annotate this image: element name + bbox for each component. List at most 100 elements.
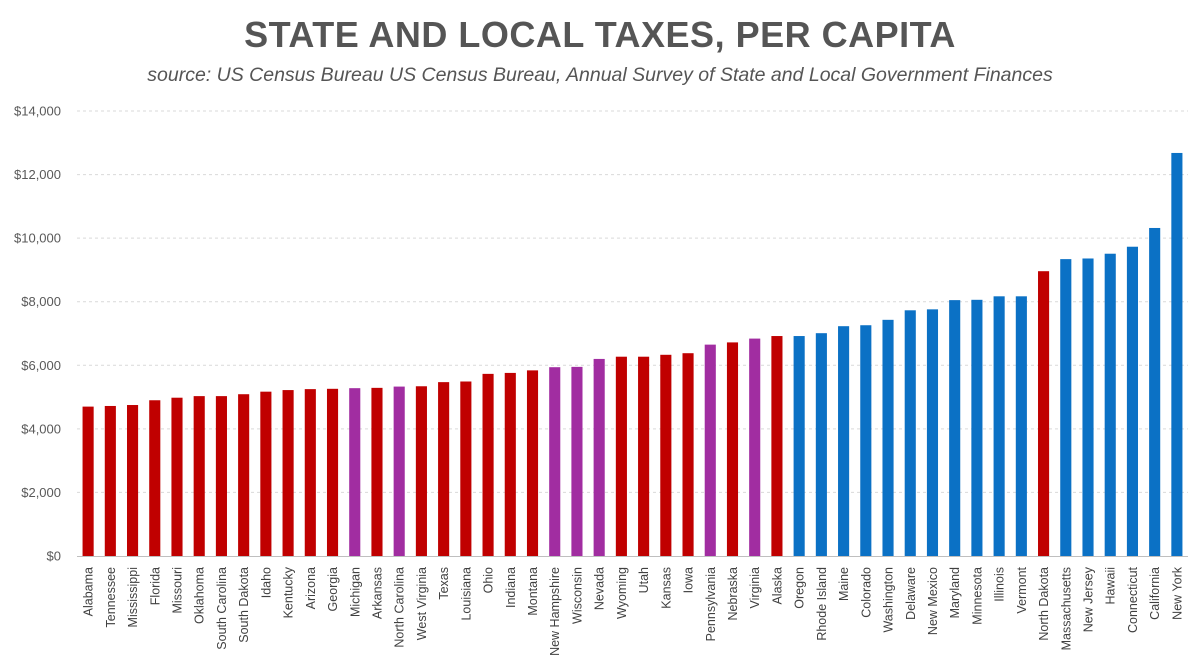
x-category-label: Iowa [682,567,696,593]
bar [704,344,716,556]
bar [1015,296,1027,556]
x-category-label: New Jersey [1082,566,1096,632]
y-tick-label: $14,000 [14,104,61,119]
bar [104,405,116,556]
bar [193,396,205,556]
x-category-label: New Hampshire [548,567,562,656]
bar [1171,152,1183,556]
bar [815,333,827,556]
bar [415,386,427,556]
bar [860,325,872,556]
bar [482,373,494,556]
x-category-label: Oklahoma [193,567,207,624]
y-tick-label: $10,000 [14,231,61,246]
x-category-label: South Carolina [215,567,229,650]
x-category-label: Rhode Island [815,567,829,641]
x-category-label: South Dakota [237,567,251,643]
bar [82,406,94,556]
x-category-label: Delaware [904,567,918,620]
bar [971,299,983,556]
bar [149,400,161,556]
x-category-label: Mississippi [126,567,140,627]
x-category-label: Tennessee [104,567,118,628]
x-category-label: Arizona [304,567,318,609]
bar [1082,258,1094,556]
x-category-label: Minnesota [970,567,984,625]
x-category-label: Utah [637,567,651,593]
x-category-label: Nebraska [726,567,740,621]
bar [660,354,672,556]
bar [238,394,250,556]
bar [838,326,850,556]
bar [949,300,961,556]
bar [1060,259,1072,556]
bar [993,296,1005,556]
x-category-label: New Mexico [926,567,940,635]
x-category-label: Pennsylvania [704,567,718,641]
x-category-label: Michigan [348,567,362,617]
bar [1149,227,1161,556]
x-category-label: Nevada [593,567,607,610]
x-category-label: Alaska [770,567,784,605]
y-tick-label: $0 [47,549,61,564]
bar [638,356,650,556]
x-category-label: Maryland [948,567,962,618]
bar [282,390,294,556]
bar [460,381,472,556]
bar [793,336,805,556]
bar [393,386,405,556]
bar [1126,246,1139,556]
x-category-label: Virginia [748,567,762,609]
bar [304,389,316,556]
bar [215,396,227,556]
x-category-label: West Virginia [415,567,429,640]
x-category-label: Missouri [170,567,184,614]
bar [726,342,739,556]
x-category-label: Massachusetts [1059,567,1073,650]
bar [171,397,183,556]
y-tick-label: $4,000 [21,421,61,436]
x-category-label: Indiana [504,567,518,608]
bar [771,336,783,556]
chart-title: STATE AND LOCAL TAXES, PER CAPITA [244,14,956,55]
x-category-label: Alabama [82,567,96,616]
x-category-label: Maine [837,567,851,601]
x-category-label: Wisconsin [570,567,584,624]
bar [615,356,627,556]
x-category-label: New York [1170,566,1184,620]
bar [438,382,450,556]
bar [749,338,761,556]
y-tick-label: $12,000 [14,167,61,182]
x-category-label: Hawaii [1104,567,1118,605]
x-category-label: North Carolina [393,567,407,648]
x-category-label: Illinois [993,567,1007,602]
bar [371,387,383,556]
x-category-label: Idaho [259,567,273,598]
x-category-label: Louisiana [459,567,473,621]
bar [349,388,361,556]
bar [882,319,894,556]
x-category-label: Kentucky [282,566,296,618]
x-category-label: North Dakota [1037,567,1051,641]
x-category-label: Kansas [659,567,673,609]
bar [326,388,339,556]
x-category-label: Arkansas [370,567,384,619]
bar [904,310,916,556]
x-category-label: Vermont [1015,566,1029,613]
x-category-label: Colorado [859,567,873,618]
x-category-label: Georgia [326,567,340,612]
x-category-label: Montana [526,567,540,616]
bar [926,309,939,556]
x-category-label: Wyoming [615,567,629,619]
y-tick-label: $8,000 [21,294,61,309]
bar [593,358,605,556]
bar [126,405,139,556]
y-tick-label: $2,000 [21,485,61,500]
bar [682,353,694,556]
y-tick-label: $6,000 [21,358,61,373]
bar [571,366,583,556]
bar [504,372,516,556]
x-category-label: Connecticut [1126,566,1140,633]
bar [1104,253,1116,557]
x-category-label: Florida [148,567,162,605]
